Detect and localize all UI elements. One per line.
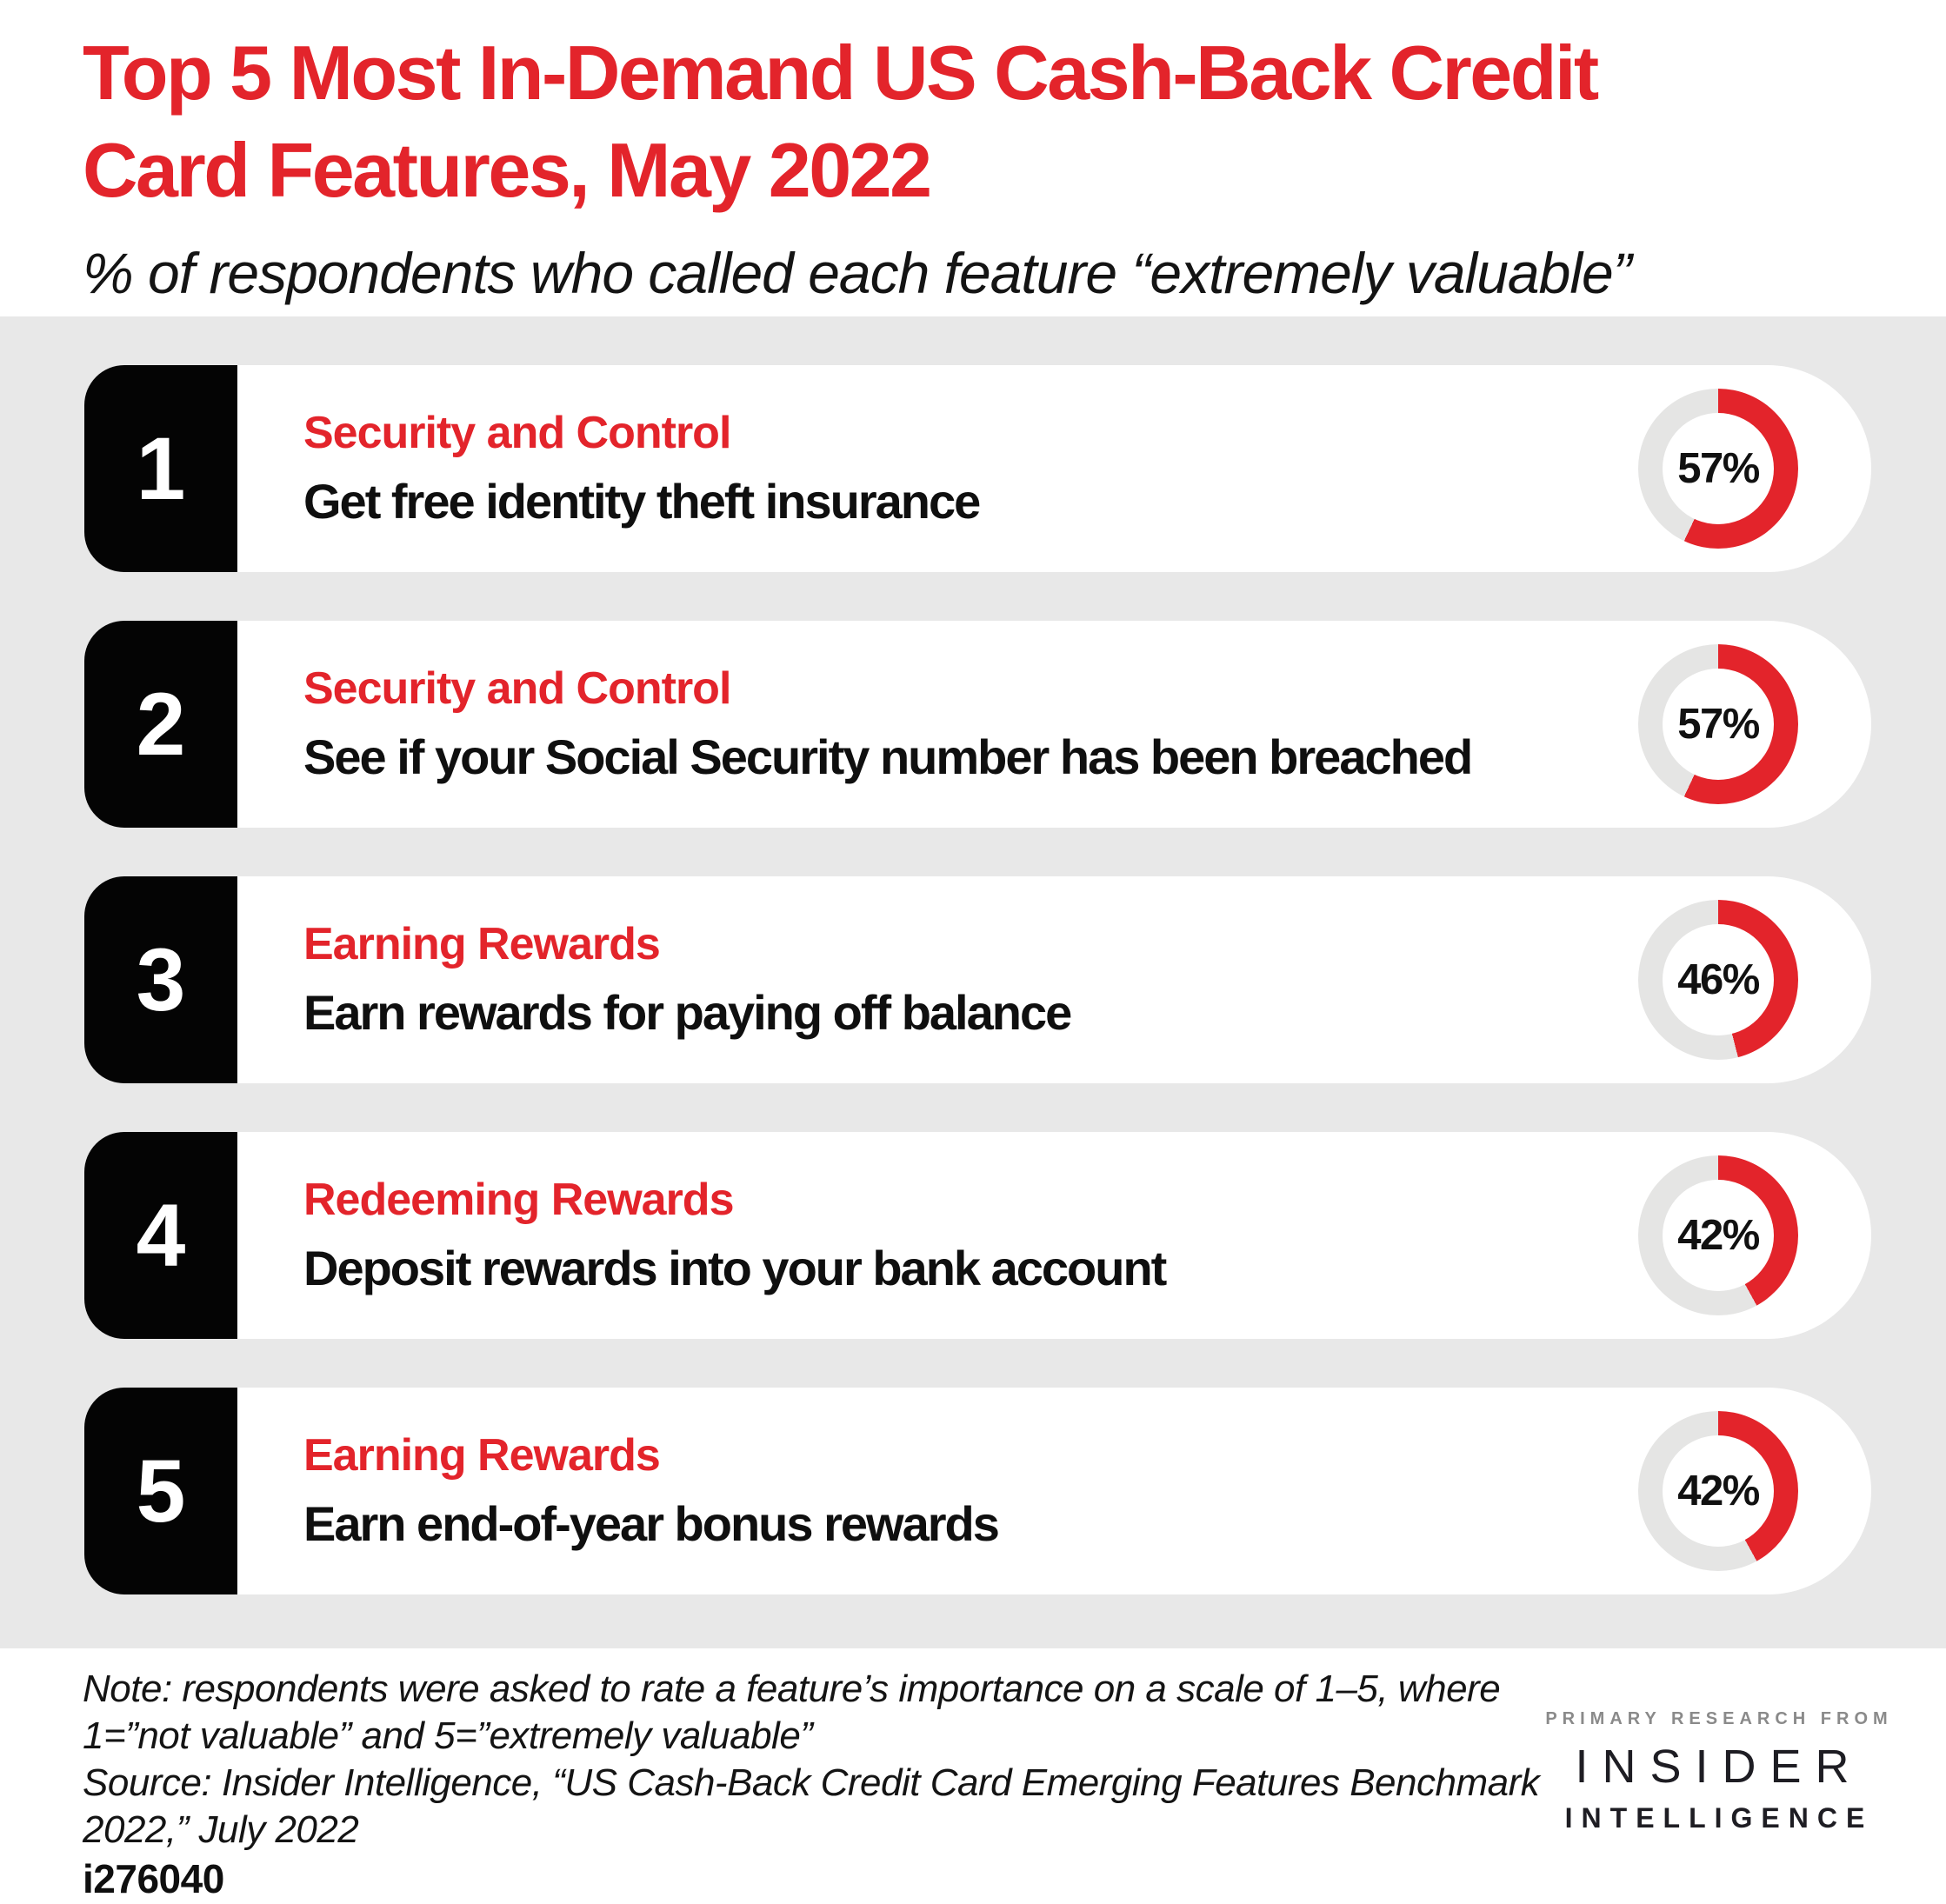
ranking-list: 1 Security and Control Get free identity…	[84, 365, 1871, 1643]
donut-gauge: 46%	[1638, 900, 1798, 1060]
feature-card: Redeeming Rewards Deposit rewards into y…	[237, 1132, 1871, 1339]
donut-hole: 57%	[1663, 413, 1774, 524]
source-line: 2022,” July 2022	[83, 1808, 359, 1851]
feature-label: Earn rewards for paying off balance	[303, 984, 1072, 1040]
rank-number: 2	[136, 675, 186, 774]
logo-intelligence-text: INTELLIGENCE	[1564, 1802, 1874, 1834]
category-label: Security and Control	[303, 663, 731, 715]
donut-gauge: 57%	[1638, 389, 1798, 549]
donut-hole: 57%	[1663, 669, 1774, 780]
page-subtitle: % of respondents who called each feature…	[83, 241, 1632, 305]
page-title-line-2: Card Features, May 2022	[83, 127, 932, 213]
rank-badge: 2	[84, 621, 237, 828]
feature-label: See if your Social Security number has b…	[303, 729, 1473, 784]
list-item: 4 Redeeming Rewards Deposit rewards into…	[84, 1132, 1871, 1339]
feature-label: Get free identity theft insurance	[303, 473, 981, 529]
feature-card: Earning Rewards Earn end-of-year bonus r…	[237, 1388, 1871, 1594]
list-item: 5 Earning Rewards Earn end-of-year bonus…	[84, 1388, 1871, 1594]
rank-badge: 3	[84, 876, 237, 1083]
rank-number: 4	[136, 1186, 186, 1285]
rank-badge: 5	[84, 1388, 237, 1594]
feature-label: Deposit rewards into your bank account	[303, 1240, 1167, 1295]
donut-hole: 42%	[1663, 1180, 1774, 1291]
insider-intelligence-logo: PRIMARY RESEARCH FROM INSIDER INTELLIGEN…	[1541, 1709, 1897, 1834]
percent-value: 57%	[1677, 701, 1760, 748]
rank-number: 3	[136, 930, 186, 1029]
donut-gauge: 42%	[1638, 1155, 1798, 1315]
rank-badge: 1	[84, 365, 237, 572]
feature-card: Security and Control Get free identity t…	[237, 365, 1871, 572]
feature-label: Earn end-of-year bonus rewards	[303, 1495, 1000, 1551]
page-title-line-1: Top 5 Most In-Demand US Cash-Back Credit	[83, 30, 1599, 116]
rank-number: 1	[136, 419, 186, 518]
category-label: Security and Control	[303, 408, 731, 459]
percent-value: 42%	[1677, 1212, 1760, 1259]
list-item: 1 Security and Control Get free identity…	[84, 365, 1871, 572]
rank-number: 5	[136, 1441, 186, 1541]
feature-card: Earning Rewards Earn rewards for paying …	[237, 876, 1871, 1083]
percent-value: 42%	[1677, 1468, 1760, 1515]
list-item: 2 Security and Control See if your Socia…	[84, 621, 1871, 828]
donut-hole: 46%	[1663, 924, 1774, 1035]
note-line: Note: respondents were asked to rate a f…	[83, 1668, 1501, 1710]
logo-insider-text: INSIDER	[1575, 1741, 1863, 1793]
category-label: Earning Rewards	[303, 919, 661, 970]
donut-hole: 42%	[1663, 1435, 1774, 1547]
percent-value: 57%	[1677, 445, 1760, 492]
footnote-block: Note: respondents were asked to rate a f…	[83, 1666, 1561, 1904]
donut-gauge: 57%	[1638, 644, 1798, 804]
rank-badge: 4	[84, 1132, 237, 1339]
feature-card: Security and Control See if your Social …	[237, 621, 1871, 828]
note-line: 1=”not valuable” and 5=”extremely valuab…	[83, 1714, 813, 1757]
percent-value: 46%	[1677, 956, 1760, 1003]
donut-gauge: 42%	[1638, 1411, 1798, 1571]
chart-id: i276040	[83, 1856, 224, 1901]
category-label: Earning Rewards	[303, 1430, 661, 1481]
page-title: Top 5 Most In-Demand US Cash-Back Credit…	[83, 24, 1891, 219]
source-line: Source: Insider Intelligence, “US Cash-B…	[83, 1761, 1540, 1804]
list-item: 3 Earning Rewards Earn rewards for payin…	[84, 876, 1871, 1083]
logo-kicker-text: PRIMARY RESEARCH FROM	[1545, 1709, 1893, 1728]
category-label: Redeeming Rewards	[303, 1175, 735, 1226]
header: Top 5 Most In-Demand US Cash-Back Credit…	[83, 24, 1891, 305]
